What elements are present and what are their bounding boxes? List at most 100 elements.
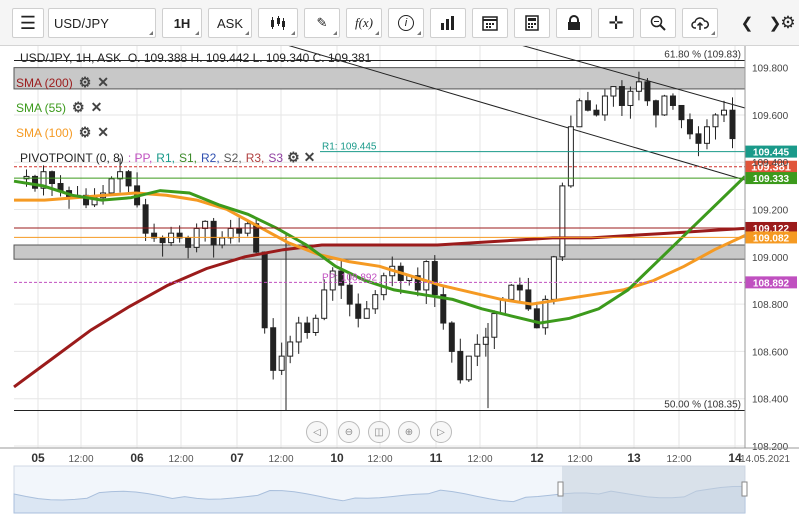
- legend-label: PIVOTPOINT (0, 8): [20, 150, 124, 165]
- candle-body: [686, 119, 693, 135]
- y-tick-label: 108.800: [752, 300, 789, 311]
- candle-body: [695, 133, 702, 144]
- x-tick-label: 11: [430, 451, 443, 465]
- candle-body: [669, 95, 676, 106]
- candle-body: [431, 261, 438, 296]
- price-type-label: ASK: [216, 15, 243, 31]
- x-tick-label: 12:00: [567, 454, 592, 465]
- triangle-right-icon: ▷: [437, 426, 445, 438]
- cloud-upload-button[interactable]: [682, 8, 718, 38]
- candle-body: [525, 289, 532, 310]
- zoom-in-button[interactable]: ⊕: [398, 421, 420, 443]
- calendar-button[interactable]: [472, 8, 508, 38]
- chart-title: USD/JPY, 1H, ASK: [20, 51, 122, 65]
- zoom-out-icon: ⊖: [344, 426, 354, 438]
- candle-body: [474, 343, 481, 357]
- next-button[interactable]: ❯: [760, 8, 790, 38]
- candle-body: [117, 171, 124, 180]
- candle-body: [423, 261, 430, 291]
- cloud-upload-icon: [691, 17, 709, 30]
- symbol-input[interactable]: USD/JPY: [48, 8, 156, 38]
- calculator-button[interactable]: [514, 8, 550, 38]
- candle-body: [550, 256, 557, 300]
- gear-icon[interactable]: ⚙: [72, 99, 85, 115]
- candle-body: [712, 114, 719, 128]
- info-button[interactable]: i: [388, 8, 424, 38]
- interval-label: 1H: [173, 15, 191, 31]
- x-tick-label: 13: [627, 451, 641, 465]
- candle-body: [584, 100, 591, 111]
- price-badge-text-sma200: 109.122: [753, 224, 790, 235]
- crosshair-button[interactable]: ✛: [598, 8, 634, 38]
- fx-button[interactable]: f(x): [346, 8, 382, 38]
- price-badge-pp: [745, 276, 797, 289]
- crosshair-icon: ✛: [608, 12, 624, 33]
- pivot-s3: S3: [268, 150, 284, 165]
- symbol-label: USD/JPY: [54, 15, 109, 31]
- level-label-pp: PP: 108.892: [322, 272, 377, 283]
- candle-body: [440, 294, 447, 324]
- candle-body: [321, 289, 328, 319]
- candle-body: [287, 341, 294, 357]
- price-type-select[interactable]: ASK: [208, 8, 252, 38]
- legend-label: SMA (100): [16, 125, 73, 140]
- legend-label: SMA (200): [16, 75, 73, 90]
- calculator-icon: [525, 15, 539, 31]
- legend-sma-100: SMA (100) ⚙ ✕: [16, 124, 109, 141]
- candle-body: [32, 175, 39, 189]
- zoom-button[interactable]: [640, 8, 676, 38]
- volume-button[interactable]: [430, 8, 466, 38]
- fib-label: 50.00 % (108.35): [664, 400, 741, 411]
- candle-body: [278, 355, 285, 371]
- candle-body: [516, 284, 523, 291]
- candle-body: [295, 322, 302, 343]
- y-tick-label: 109.000: [752, 253, 789, 264]
- gear-icon[interactable]: ⚙: [287, 149, 300, 165]
- zoom-out-button[interactable]: ⊖: [338, 421, 360, 443]
- close-icon[interactable]: ✕: [97, 124, 109, 140]
- interval-select[interactable]: 1H: [162, 8, 202, 38]
- candle-body: [304, 322, 311, 333]
- candle-type-button[interactable]: [258, 8, 298, 38]
- x-tick-label: 12:00: [467, 454, 492, 465]
- navigator-handle-right: [741, 481, 748, 497]
- prev-button[interactable]: ❮: [732, 8, 762, 38]
- y-tick-label: 108.600: [752, 347, 789, 358]
- close-icon[interactable]: ✕: [90, 99, 103, 115]
- trend-line-upper: [522, 46, 746, 109]
- lock-button[interactable]: [556, 8, 592, 38]
- price-badge-text-sma100: 109.082: [753, 233, 790, 244]
- gear-icon[interactable]: ⚙: [78, 74, 92, 90]
- zoom-icon: [650, 15, 666, 31]
- candle-body: [227, 227, 234, 239]
- sma-200-line: [13, 226, 746, 389]
- gear-icon: ⚙: [780, 13, 796, 32]
- draw-button[interactable]: ✎: [304, 8, 340, 38]
- candle-body: [465, 355, 472, 381]
- price-chart[interactable]: 61.80 % (109.83) 50.00 % (108.35) R1: 109.…: [0, 46, 799, 515]
- x-tick-label: 12:00: [666, 454, 691, 465]
- scroll-left-button[interactable]: ◁: [306, 421, 328, 443]
- volume-bars-icon: [441, 16, 454, 30]
- gear-icon[interactable]: ⚙: [78, 124, 92, 140]
- candle-body: [567, 126, 574, 187]
- price-badge-sma55: [745, 172, 797, 185]
- price-badge-text-current: 109.381: [751, 162, 791, 174]
- candle-body: [635, 81, 642, 92]
- x-tick-label: 12:00: [168, 454, 193, 465]
- y-tick-label: 109.800: [752, 64, 789, 75]
- legend-pivotpoint: PIVOTPOINT (0, 8) : PP, R1, S1, R2, S2, …: [20, 149, 315, 166]
- candle-body: [159, 237, 166, 244]
- scroll-right-button[interactable]: ▷: [430, 421, 452, 443]
- navigator-handle-left: [557, 481, 564, 497]
- x-tick-label: 12: [530, 451, 544, 465]
- candle-body: [610, 86, 617, 97]
- close-icon[interactable]: ✕: [97, 74, 109, 90]
- candle-body: [185, 237, 192, 248]
- reset-view-button[interactable]: ◫: [368, 421, 390, 443]
- close-icon[interactable]: ✕: [303, 149, 316, 165]
- legend-label: SMA (55): [16, 100, 67, 115]
- settings-button[interactable]: ⚙: [778, 8, 798, 38]
- menu-button[interactable]: ☰: [12, 8, 44, 38]
- candle-body: [559, 185, 566, 258]
